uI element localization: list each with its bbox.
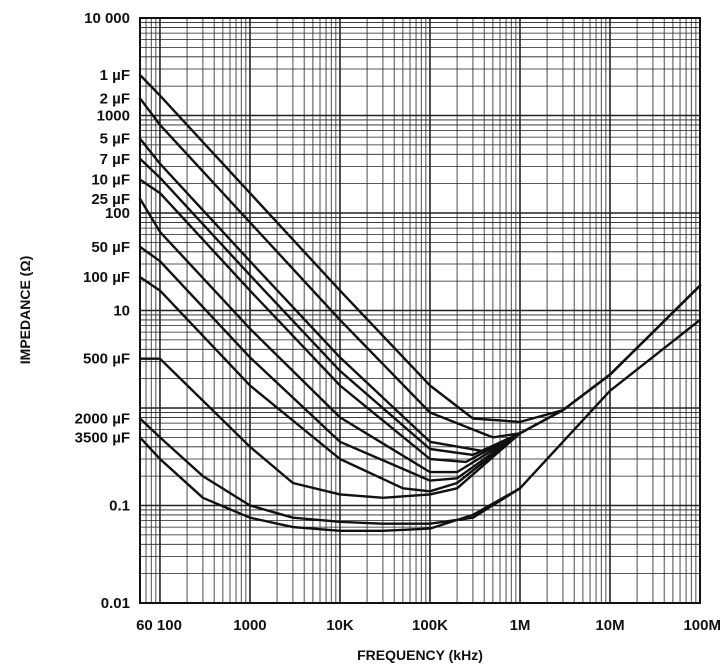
series-label: 50 µF: [91, 239, 130, 256]
series-label: 500 µF: [83, 351, 130, 368]
y-axis-title: IMPEDANCE (Ω): [17, 256, 33, 364]
series-line: [138, 178, 522, 464]
series-label: 5 µF: [100, 131, 130, 148]
y-tick-label: 1000: [97, 108, 130, 125]
x-tick-label: 60 100: [136, 617, 182, 634]
series-line: [138, 275, 522, 493]
x-tick-label: 1000: [233, 617, 266, 634]
x-tick-labels: 60 100 1000 10K 100K 1M 10M 100M: [136, 617, 721, 634]
x-tick-label: 10K: [326, 617, 354, 634]
series-label: 1 µF: [100, 67, 130, 84]
x-tick-label: 100M: [683, 617, 721, 634]
series-line: [138, 357, 522, 499]
y-tick-label: 0.01: [101, 595, 130, 612]
y-tick-label: 0.1: [109, 498, 130, 515]
series-label: 25 µF: [91, 191, 130, 208]
x-axis-title: FREQUENCY (kHz): [357, 647, 483, 663]
series-line: [138, 197, 522, 474]
series-label: 2 µF: [100, 90, 130, 107]
y-tick-label: 10: [113, 303, 130, 320]
series-label: 2000 µF: [75, 411, 130, 428]
series-line: [138, 137, 702, 453]
x-tick-label: 1M: [510, 617, 531, 634]
chart-curves: [138, 73, 702, 532]
y-tick-label: 100: [105, 205, 130, 222]
series-line: [138, 157, 522, 457]
series-labels: 1 µF 2 µF 5 µF 7 µF 10 µF 25 µF 50 µF 100 µF 500…: [75, 67, 130, 446]
x-tick-label: 10M: [595, 617, 624, 634]
chart-grid: [139, 18, 700, 604]
y-tick-label: 10 000: [84, 10, 130, 27]
y-tick-labels: 10 000 1000 100 10 0.1 0.01: [84, 10, 130, 612]
series-label: 10 µF: [91, 172, 130, 189]
x-tick-label: 100K: [412, 617, 448, 634]
series-label: 3500 µF: [75, 429, 130, 446]
series-line: [138, 436, 522, 532]
series-line: [138, 245, 522, 482]
series-line: [138, 318, 702, 525]
series-label: 100 µF: [83, 269, 130, 286]
series-label: 7 µF: [100, 151, 130, 168]
plot-frame: [139, 17, 701, 604]
